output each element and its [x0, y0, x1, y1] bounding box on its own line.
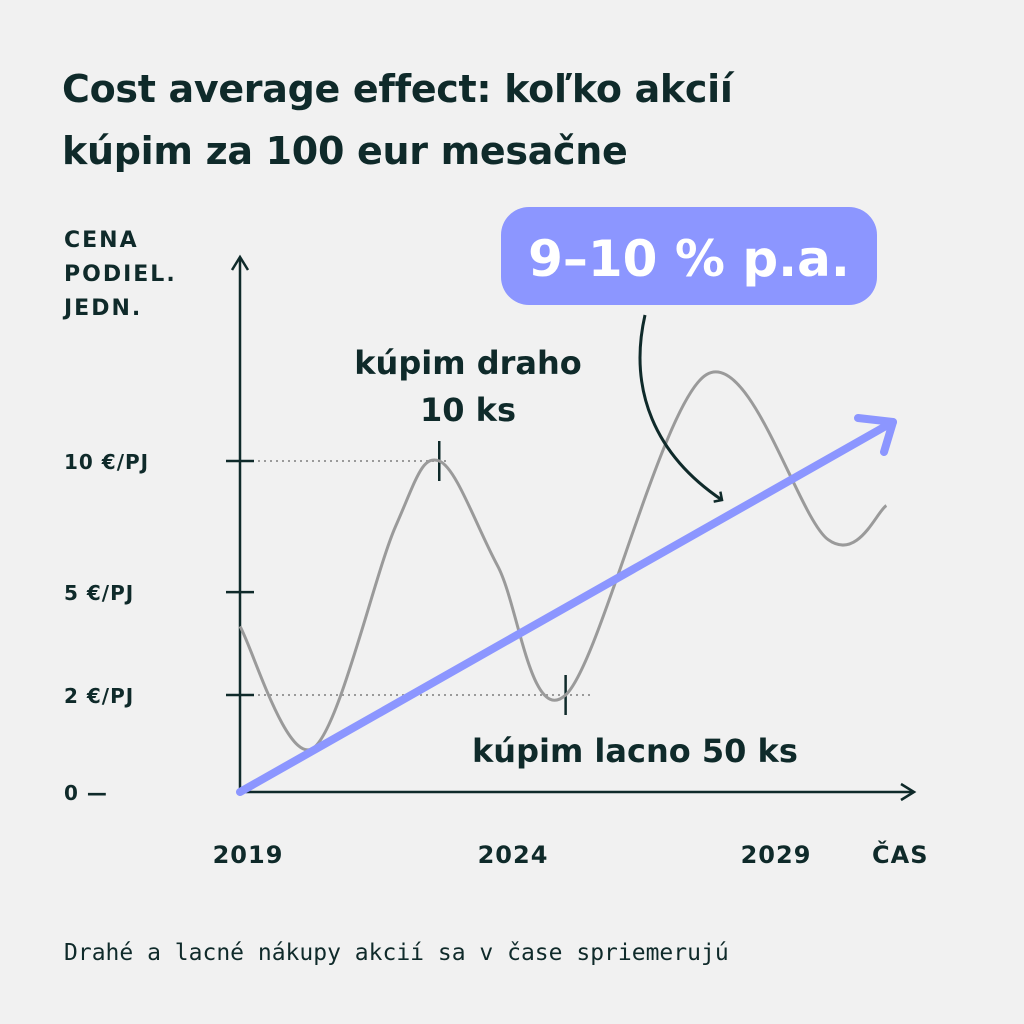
badge-pointer-arrow — [638, 314, 724, 503]
guide-lines — [258, 441, 590, 715]
x-tick-label: 2019 — [213, 841, 284, 869]
x-axis-arrowhead — [900, 782, 917, 802]
trend-arrowhead — [854, 414, 897, 456]
y-tick-label: 2 €/PJ — [64, 684, 134, 708]
title-line-1: Cost average effect: koľko akcií — [62, 67, 733, 111]
chart-title: Cost average effect: koľko akcií kúpim z… — [62, 58, 942, 182]
tick-labels: 0 — 2 €/PJ 5 €/PJ 10 €/PJ 2019 2024 2029 ČAS — [64, 450, 928, 869]
y-axis-label-line-3: JEDN. — [64, 296, 143, 321]
y-axis-arrowhead — [230, 254, 250, 271]
return-badge: 9–10 % p.a. — [501, 207, 877, 503]
x-tick-label: 2024 — [478, 841, 549, 869]
title-line-2: kúpim za 100 eur mesačne — [62, 129, 628, 173]
x-tick-label: 2029 — [741, 841, 812, 869]
x-axis-label: ČAS — [872, 839, 928, 869]
y-tick-label: 10 €/PJ — [64, 450, 149, 474]
trend-line — [236, 418, 897, 796]
caption: Drahé a lacné nákupy akcií sa v čase spr… — [64, 940, 729, 966]
price-line — [238, 370, 888, 752]
badge-label: 9–10 % p.a. — [528, 230, 850, 288]
badge-background — [501, 207, 877, 305]
annotation-expensive-line-2: 10 ks — [420, 391, 516, 429]
y-axis-label: CENA PODIEL. JEDN. — [64, 224, 177, 326]
y-axis-label-line-2: PODIEL. — [64, 262, 177, 287]
axes — [226, 254, 917, 802]
y-axis-label-line-1: CENA — [64, 228, 139, 253]
price-series — [238, 370, 888, 752]
y-tick-label: 0 — — [64, 781, 108, 805]
annotations: kúpim draho 10 ks kúpim lacno 50 ks — [354, 344, 798, 770]
annotation-expensive-line-1: kúpim draho — [354, 344, 581, 382]
trend-series — [236, 414, 897, 796]
annotation-cheap: kúpim lacno 50 ks — [472, 732, 798, 770]
y-tick-label: 5 €/PJ — [64, 581, 134, 605]
